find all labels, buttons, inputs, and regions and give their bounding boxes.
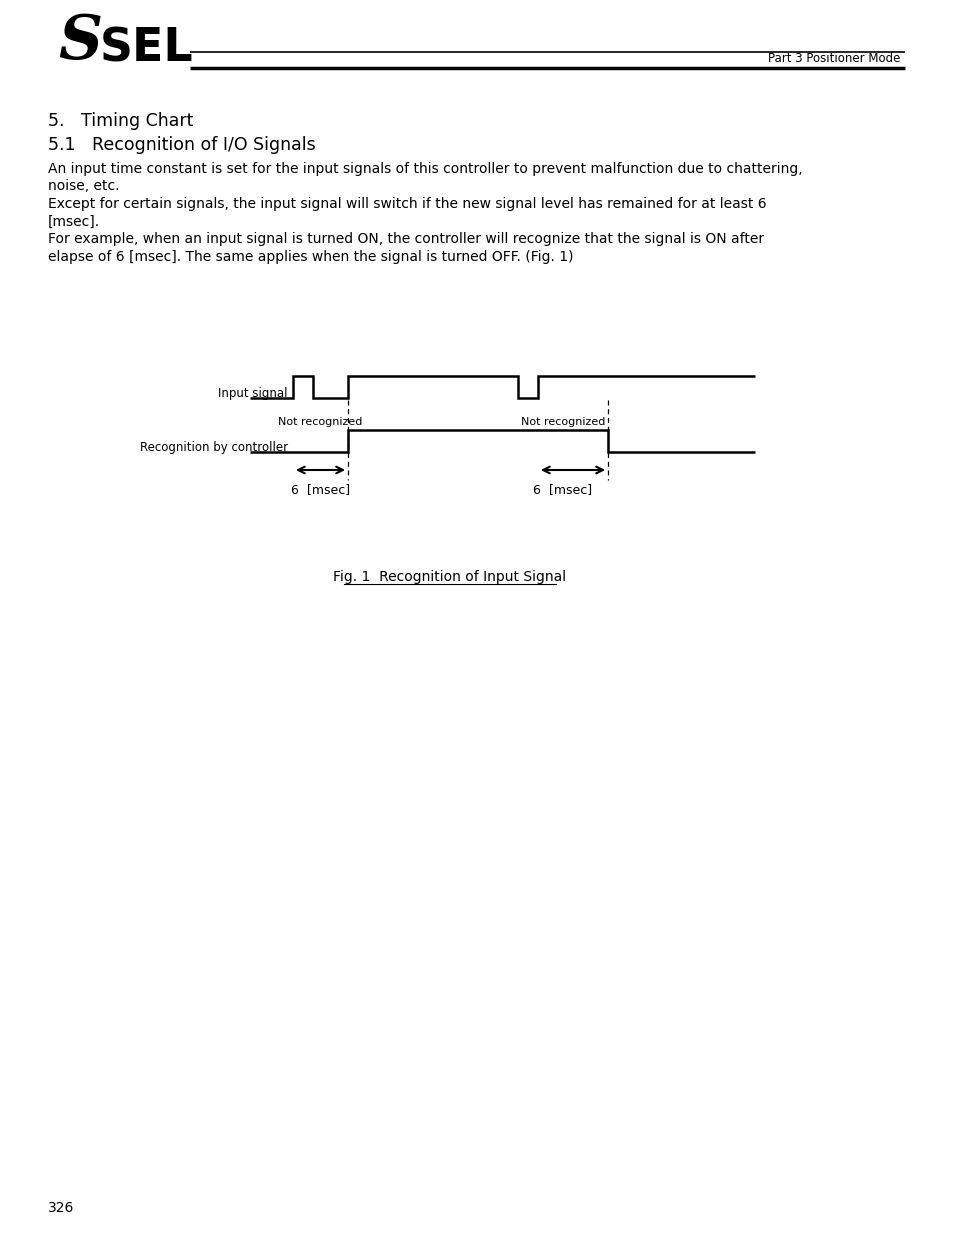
Text: For example, when an input signal is turned ON, the controller will recognize th: For example, when an input signal is tur… xyxy=(48,232,763,246)
Text: Recognition by controller: Recognition by controller xyxy=(140,441,288,453)
Text: Not recognized: Not recognized xyxy=(278,417,362,427)
Text: 6  [msec]: 6 [msec] xyxy=(291,483,350,496)
Text: SEL: SEL xyxy=(100,27,193,72)
Text: elapse of 6 [msec]. The same applies when the signal is turned OFF. (Fig. 1): elapse of 6 [msec]. The same applies whe… xyxy=(48,249,573,263)
Text: Fig. 1  Recognition of Input Signal: Fig. 1 Recognition of Input Signal xyxy=(334,571,566,584)
Text: [msec].: [msec]. xyxy=(48,215,100,228)
Text: 326: 326 xyxy=(48,1200,74,1215)
Text: 5.1   Recognition of I/O Signals: 5.1 Recognition of I/O Signals xyxy=(48,136,315,154)
Text: An input time constant is set for the input signals of this controller to preven: An input time constant is set for the in… xyxy=(48,162,801,177)
Text: 5.   Timing Chart: 5. Timing Chart xyxy=(48,112,193,130)
Text: Part 3 Positioner Mode: Part 3 Positioner Mode xyxy=(767,53,899,65)
Text: S: S xyxy=(58,12,102,72)
Text: Input signal: Input signal xyxy=(218,387,288,399)
Text: noise, etc.: noise, etc. xyxy=(48,179,119,194)
Text: Not recognized: Not recognized xyxy=(520,417,604,427)
Text: Except for certain signals, the input signal will switch if the new signal level: Except for certain signals, the input si… xyxy=(48,198,766,211)
Text: 6  [msec]: 6 [msec] xyxy=(533,483,592,496)
